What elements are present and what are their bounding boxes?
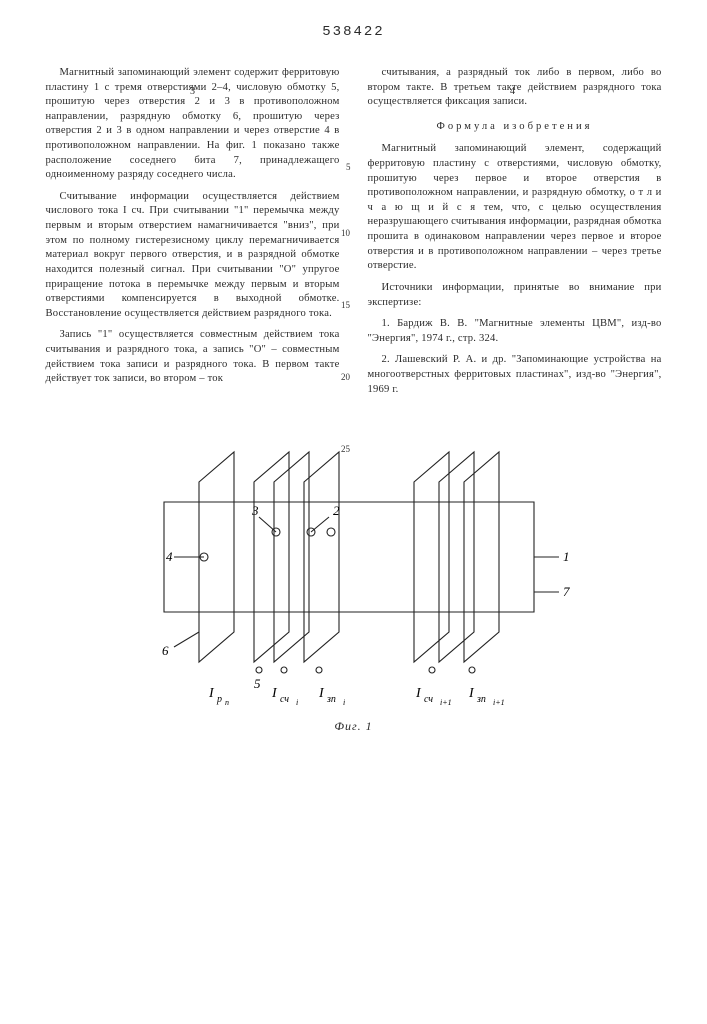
svg-text:сч: сч (280, 694, 289, 705)
svg-text:зп: зп (476, 694, 486, 705)
svg-text:сч: сч (424, 694, 433, 705)
formula-title: Формула изобретения (368, 120, 662, 135)
col-num-right: 4 (510, 86, 515, 97)
svg-text:n: n (225, 698, 229, 707)
sources-intro: Источники информации, принятые во вниман… (368, 281, 662, 310)
svg-text:i: i (296, 698, 298, 707)
svg-text:4: 4 (166, 549, 173, 564)
svg-text:зп: зп (326, 694, 336, 705)
svg-text:I: I (468, 686, 475, 701)
svg-text:7: 7 (563, 584, 570, 599)
left-column: Магнитный запоминающий элемент содержит … (46, 66, 340, 404)
svg-text:I: I (208, 686, 215, 701)
svg-text:I: I (271, 686, 278, 701)
svg-text:i: i (343, 698, 345, 707)
svg-text:i+1: i+1 (440, 698, 452, 707)
col-num-left: 3 (190, 86, 195, 97)
svg-text:3: 3 (251, 503, 259, 518)
svg-text:I: I (415, 686, 422, 701)
svg-text:1: 1 (563, 549, 570, 564)
source-item: 2. Лашевский Р. А. и др. "Запоминающие у… (368, 353, 662, 397)
para: Магнитный запоминающий элемент содержит … (46, 66, 340, 183)
para: Запись "1" осуществляется совместным дей… (46, 328, 340, 386)
right-column: считывания, а разрядный ток либо в перво… (368, 66, 662, 404)
svg-text:2: 2 (333, 503, 340, 518)
figure-1: 4 3 2 1 7 6 5 I р n I сч i I зп i I сч i… (104, 432, 604, 734)
line-num: 5 (346, 162, 351, 172)
svg-text:5: 5 (254, 676, 261, 691)
svg-text:р: р (216, 694, 222, 705)
line-num: 15 (341, 300, 350, 310)
line-num: 25 (341, 444, 350, 454)
figure-caption: Фиг. 1 (104, 719, 604, 734)
para: Магнитный запоминающий элемент, содержащ… (368, 142, 662, 273)
svg-text:6: 6 (162, 643, 169, 658)
line-num: 20 (341, 372, 350, 382)
source-item: 1. Бардиж В. В. "Магнитные элементы ЦВМ"… (368, 317, 662, 346)
line-num: 10 (341, 228, 350, 238)
svg-text:i+1: i+1 (493, 698, 505, 707)
para: Считывание информации осуществляется дей… (46, 190, 340, 321)
doc-number: 538422 (0, 24, 707, 40)
svg-text:I: I (318, 686, 325, 701)
